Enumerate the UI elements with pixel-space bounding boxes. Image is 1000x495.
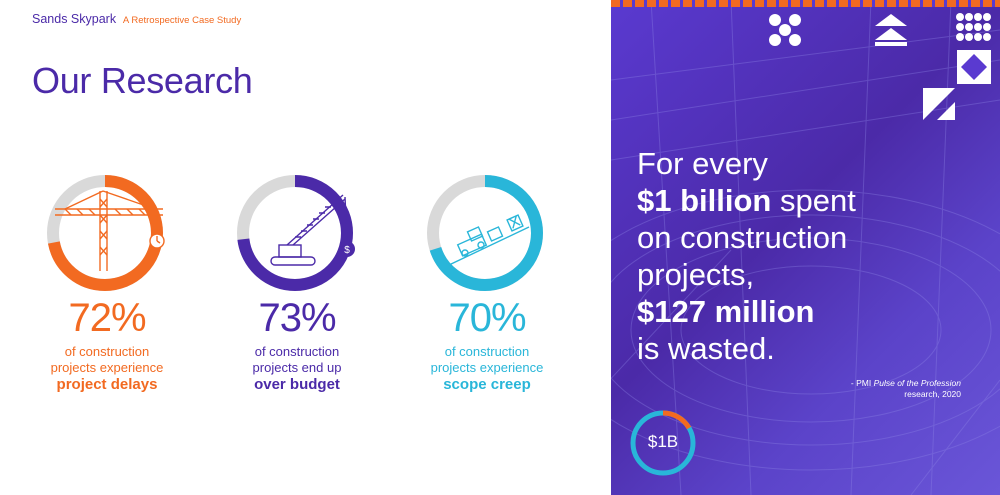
quote-line: $127 million xyxy=(637,293,967,330)
research-panel: Sands Skypark A Retrospective Case Study… xyxy=(32,12,544,393)
stat-desc-line2: projects experience xyxy=(50,360,164,375)
construction-photo-background xyxy=(611,0,1000,495)
stat-desc-line1: of construction xyxy=(254,344,340,359)
orange-stripe-bar xyxy=(611,0,1000,7)
stacked-triangles-icon xyxy=(875,14,907,46)
quote-text: For every $1 billion spent on constructi… xyxy=(637,145,967,367)
badge-ring xyxy=(630,410,696,476)
badge-label: $1B xyxy=(647,432,679,451)
citation-source: Pulse of the Profession xyxy=(873,378,961,388)
stat-desc-line1: of construction xyxy=(444,344,530,359)
stat-percent: 73% xyxy=(258,296,336,340)
crawler-crane-dollar-icon xyxy=(270,194,348,266)
quote-panel: For every $1 billion spent on constructi… xyxy=(611,0,1000,495)
page-title: Our Research xyxy=(32,60,253,101)
stat-percent: 72% xyxy=(68,296,146,340)
stat-desc-line1: of construction xyxy=(64,344,150,359)
billion-badge: $1B xyxy=(628,408,698,478)
grid-dots-icon xyxy=(956,13,991,41)
stat-desc-line2: projects end up xyxy=(252,360,342,375)
corner-arrow-icon xyxy=(923,88,955,120)
quote-line: For every xyxy=(637,146,768,181)
brand-name: Sands Skypark xyxy=(32,12,117,26)
progress-ring-scope xyxy=(427,175,543,291)
bulldozer-icon xyxy=(448,214,530,266)
dots-pattern-icon xyxy=(769,14,801,46)
citation-prefix: - PMI xyxy=(850,378,874,388)
dollar-weight-icon xyxy=(339,241,355,257)
citation-line: research, 2020 xyxy=(904,389,961,399)
svg-text:$: $ xyxy=(344,245,350,256)
quote-line-rest: spent xyxy=(771,183,856,218)
quote-bold: $127 million xyxy=(637,294,815,329)
citation: - PMI Pulse of the Profession research, … xyxy=(761,378,961,400)
quote-line: on construction xyxy=(637,220,848,255)
progress-ring-budget: $ xyxy=(237,175,355,291)
stat-percent: 70% xyxy=(448,296,526,340)
quote-line: projects, xyxy=(637,257,755,292)
tower-crane-clock-icon xyxy=(55,190,165,271)
stat-emphasis: scope creep xyxy=(443,376,531,393)
citation-line: - PMI Pulse of the Profession xyxy=(761,378,961,389)
quote-line: is wasted. xyxy=(637,331,775,366)
progress-ring-delays xyxy=(47,175,165,291)
diamond-icon xyxy=(957,50,991,84)
quote-bold: $1 billion xyxy=(637,183,772,218)
stat-emphasis: project delays xyxy=(56,376,158,393)
stat-desc-line2: projects experience xyxy=(430,360,544,375)
quote-line: $1 billion spent xyxy=(637,182,967,219)
header-brand: Sands Skypark A Retrospective Case Study xyxy=(32,12,241,26)
brand-subtitle: A Retrospective Case Study xyxy=(122,15,242,26)
stat-emphasis: over budget xyxy=(254,376,340,393)
